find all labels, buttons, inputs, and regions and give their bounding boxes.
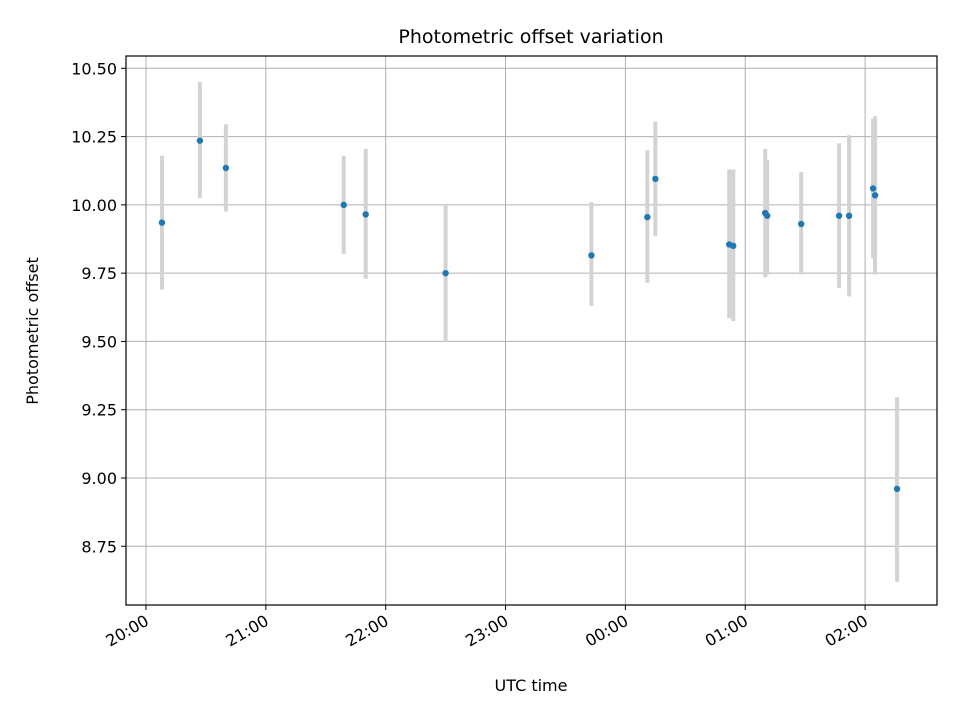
- y-tick-label: 10.00: [71, 196, 117, 215]
- data-point: [222, 164, 230, 172]
- data-point: [652, 175, 659, 183]
- data-point: [158, 219, 166, 226]
- data-point: [869, 185, 877, 192]
- y-tick-label: 9.25: [81, 401, 117, 420]
- data-point: [764, 212, 771, 219]
- data-point: [893, 485, 901, 493]
- data-point: [730, 242, 737, 250]
- data-points: [158, 137, 901, 493]
- y-tick-label: 10.50: [71, 59, 117, 78]
- chart-title: Photometric offset variation: [398, 26, 663, 48]
- y-tick-label: 10.25: [71, 128, 117, 147]
- y-tick-label: 9.75: [81, 264, 117, 283]
- plot-frame: [125, 55, 938, 606]
- data-point: [442, 269, 449, 277]
- data-point: [340, 201, 347, 209]
- x-axis-title: UTC time: [495, 676, 568, 695]
- data-point: [797, 220, 805, 228]
- data-point: [196, 137, 204, 144]
- data-point: [588, 252, 595, 259]
- data-point: [835, 212, 843, 219]
- data-point: [871, 192, 879, 199]
- y-tick-label: 8.75: [81, 537, 117, 556]
- data-point: [845, 212, 853, 219]
- data-point: [362, 211, 369, 218]
- y-tick-label: 9.00: [81, 469, 117, 488]
- y-tick-label: 9.50: [81, 332, 117, 351]
- data-point: [644, 213, 651, 221]
- y-axis-ticks: 8.75 9.00 9.25 9.50 9.75 10.00 10.25 10.50: [71, 59, 126, 556]
- y-axis-title: Photometric offset: [23, 257, 42, 405]
